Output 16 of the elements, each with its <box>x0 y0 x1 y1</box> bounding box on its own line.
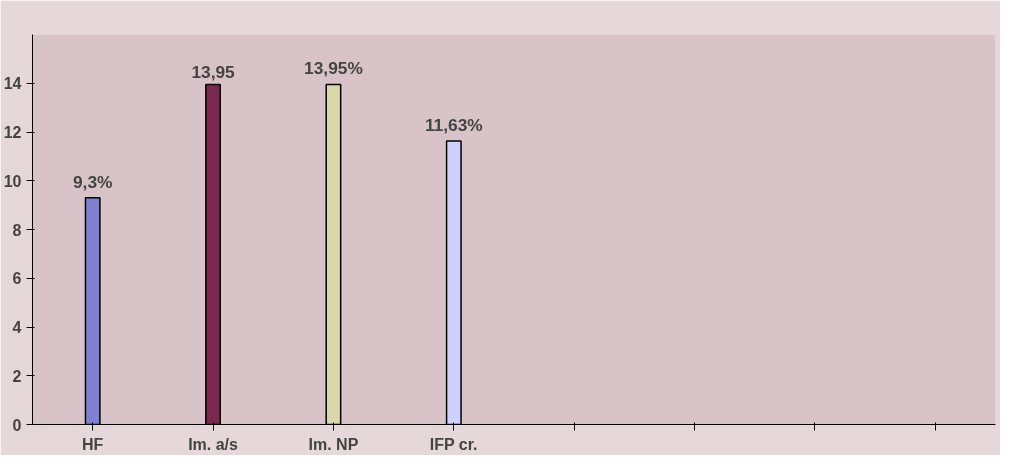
data-label: 13,95% <box>304 58 363 79</box>
y-tick-label: 12 <box>3 124 22 141</box>
y-tick-label: 8 <box>12 221 22 239</box>
y-tick-label: 14 <box>3 75 22 93</box>
x-tick-label: HF <box>82 435 104 453</box>
y-tick-label: 0 <box>12 416 22 434</box>
x-tick-label: Im. NP <box>308 435 359 453</box>
y-tick-label: 6 <box>12 270 22 288</box>
data-label: 11,63% <box>424 115 483 136</box>
x-tick-label: Im. a/s <box>188 435 239 453</box>
y-tick-label: 4 <box>12 319 22 336</box>
x-tick-label: IFP cr. <box>429 435 478 453</box>
data-label: 9,3% <box>72 171 113 192</box>
y-tick-label: 10 <box>3 172 22 190</box>
data-label: 13,95 <box>191 62 236 83</box>
y-tick-label: 2 <box>12 367 22 385</box>
